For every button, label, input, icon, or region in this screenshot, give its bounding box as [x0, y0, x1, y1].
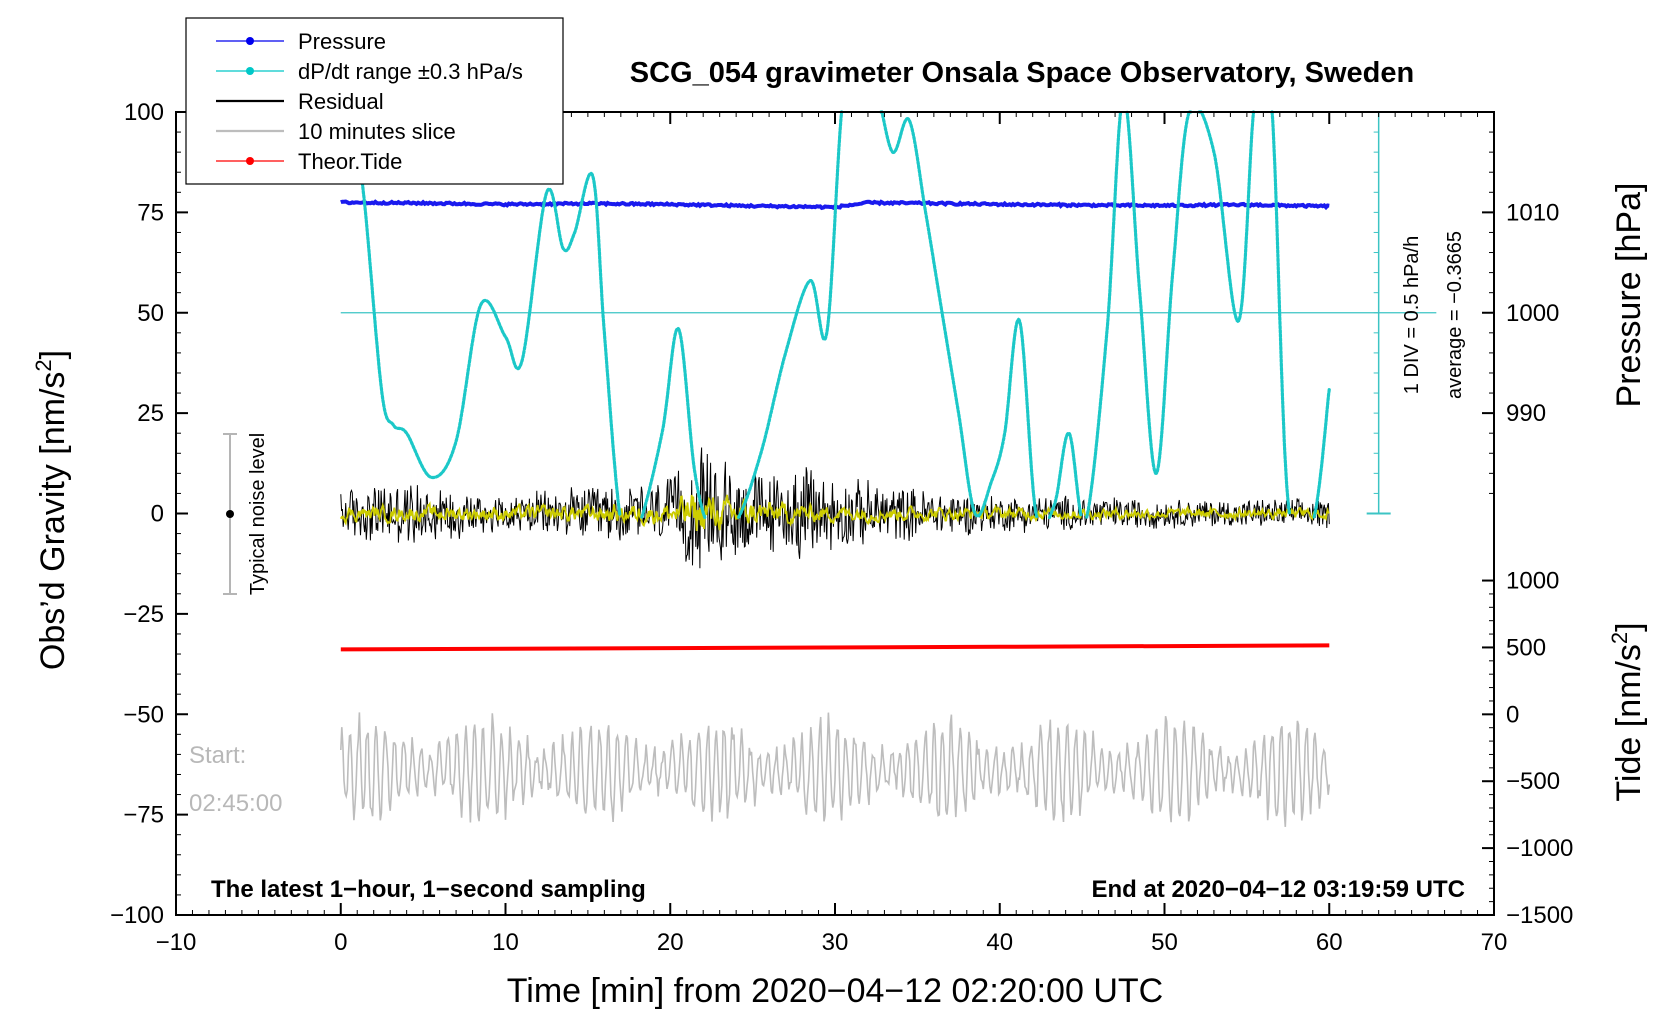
x-tick-label: 0 [334, 929, 347, 956]
legend-entry: Residual [216, 89, 384, 114]
legend-entry: dP/dt range ±0.3 hPa/s [216, 59, 523, 84]
tide-tick-label: −1000 [1506, 835, 1573, 862]
tide-tick-label: 500 [1506, 634, 1546, 661]
tide-tick-label: −1500 [1506, 902, 1573, 929]
x-tick-label: 10 [492, 929, 519, 956]
y-tick-label: −100 [110, 902, 164, 929]
legend-entry: Pressure [216, 29, 386, 54]
y-axis-title-close: ] [34, 350, 72, 359]
y-tick-label: 100 [124, 99, 164, 126]
legend-label: 10 minutes slice [298, 119, 456, 144]
series-layer [340, 110, 1331, 827]
legend-swatch-marker [246, 157, 254, 165]
y-axis-title-base: Obs’d Gravity [nm/s [34, 372, 72, 671]
legend-swatch-marker [246, 37, 254, 45]
y-axis-title-sup: 2 [31, 359, 56, 371]
x-tick-label: 30 [822, 929, 849, 956]
tide-axis-title-sup: 2 [1607, 632, 1632, 644]
y-tick-label: −75 [123, 802, 164, 829]
y-tick-label: −25 [123, 601, 164, 628]
y-tick-label: −50 [123, 701, 164, 728]
bottom-left-note: The latest 1−hour, 1−second sampling [211, 876, 646, 903]
x-axis-title: Time [min] from 2020−04−12 02:20:00 UTC [507, 972, 1163, 1010]
tide-tick-label: −500 [1506, 768, 1560, 795]
x-tick-label: 40 [986, 929, 1013, 956]
residual-smoothed-line [340, 494, 1330, 532]
x-tick-label: 70 [1481, 929, 1508, 956]
legend-swatch-marker [246, 67, 254, 75]
tide-axis-title-close: ] [1610, 622, 1648, 631]
dpdt-line [352, 110, 1331, 520]
legend-label: Theor.Tide [298, 149, 402, 174]
legend: Pressure dP/dt range ±0.3 hPa/s Residual 10… [185, 17, 564, 185]
bottom-right-note: End at 2020−04−12 03:19:59 UTC [1091, 876, 1465, 903]
tide-axis-title: Tide [nm/s2] [1607, 622, 1648, 801]
div-label: 1 DIV = 0.5 hPa/h [1401, 236, 1423, 394]
legend-label: dP/dt range ±0.3 hPa/s [298, 59, 523, 84]
y-tick-label: 25 [137, 400, 164, 427]
start-label: Start: [189, 742, 246, 769]
y-tick-label: 75 [137, 199, 164, 226]
tide-line [340, 643, 1330, 652]
pressure-axis-title: Pressure [hPa] [1610, 183, 1648, 408]
x-tick-label: −10 [156, 929, 197, 956]
legend-entries: Pressure dP/dt range ±0.3 hPa/s Residual 10… [216, 29, 523, 174]
noise-level-indicator [223, 433, 237, 595]
average-label: average = −0.3665 [1444, 231, 1466, 399]
y-tick-label: 50 [137, 300, 164, 327]
tide-axis-title-base: Tide [nm/s [1610, 644, 1648, 801]
legend-entry: Theor.Tide [216, 149, 402, 174]
axes-layer: −10 0 10 20 30 40 50 60 70−100−75−50−25025507510… [110, 99, 1573, 956]
y-axis-title: Obs’d Gravity [nm/s2] [31, 350, 72, 670]
tide-tick-label: 1000 [1506, 568, 1559, 595]
tide-tick-label: 0 [1506, 701, 1519, 728]
noise-level-label: Typical noise level [247, 433, 269, 595]
x-tick-label: 60 [1316, 929, 1343, 956]
legend-entry: 10 minutes slice [216, 119, 456, 144]
noise-level-dot [226, 510, 234, 518]
pressure-tick-label: 1010 [1506, 199, 1559, 226]
reference-layer [340, 111, 1437, 515]
legend-label: Residual [298, 89, 384, 114]
chart-title: SCG_054 gravimeter Onsala Space Observat… [630, 57, 1414, 89]
y-tick-label: 0 [151, 501, 164, 528]
start-time: 02:45:00 [189, 790, 282, 817]
pressure-tick-label: 990 [1506, 400, 1546, 427]
pressure-tick-label: 1000 [1506, 300, 1559, 327]
legend-label: Pressure [298, 29, 386, 54]
x-tick-label: 20 [657, 929, 684, 956]
slice-line [340, 712, 1331, 827]
x-tick-label: 50 [1151, 929, 1178, 956]
